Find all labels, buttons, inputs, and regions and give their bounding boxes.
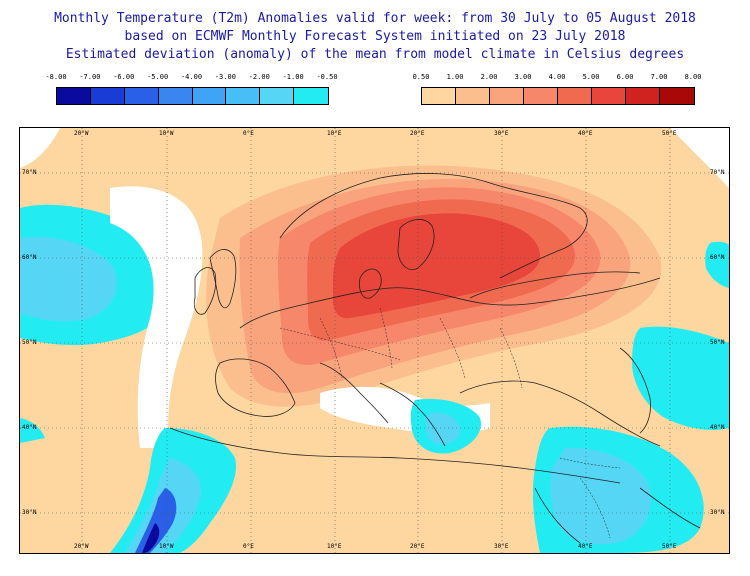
legend_negative-label: -2.00 xyxy=(248,73,270,81)
lon-label-bottom: 30°E xyxy=(494,543,509,550)
lat-label-right: 40°N xyxy=(710,424,725,431)
legend_negative-swatch xyxy=(294,88,328,104)
lat-label-right: 60°N xyxy=(710,254,725,261)
title-line-1: Monthly Temperature (T2m) Anomalies vali… xyxy=(54,11,696,26)
near-zero-nw xyxy=(20,128,60,168)
legend_positive-swatch xyxy=(558,88,592,104)
lon-label-bottom: 40°E xyxy=(578,543,593,550)
map-canvas xyxy=(20,128,729,553)
lat-label-left: 40°N xyxy=(22,424,37,431)
legend_positive-swatch xyxy=(422,88,456,104)
lon-label-top: 20°W xyxy=(74,130,89,137)
legend_negative-label: -0.50 xyxy=(316,73,338,81)
anomaly-map: 20°W 10°W 0°E 10°E 20°E 30°E 40°E 50°E 20°W 10°W… xyxy=(19,127,730,554)
legend_negative-label: -7.00 xyxy=(79,73,101,81)
legend_negative-label: -4.00 xyxy=(180,73,203,81)
legend_negative-swatch xyxy=(192,88,227,104)
lat-label-left: 70°N xyxy=(22,169,37,176)
borders xyxy=(279,307,621,539)
title-line-2: based on ECMWF Monthly Forecast System i… xyxy=(124,29,626,44)
legend_positive-label: 4.00 xyxy=(548,73,566,81)
anomaly-canaries-core xyxy=(135,488,177,553)
legend_positive-label: 2.00 xyxy=(480,73,498,81)
near-zero-ne xyxy=(670,128,729,188)
lon-label-bottom: 0°E xyxy=(243,543,254,550)
lon-label-top: 50°E xyxy=(662,130,677,137)
legend_positive-swatch xyxy=(660,88,694,104)
lon-label-top: 0°E xyxy=(243,130,254,137)
legend_positive-label: 8.00 xyxy=(684,73,702,81)
anomaly-ne-edge xyxy=(705,241,729,288)
lon-label-bottom: 10°W xyxy=(159,543,174,550)
lon-label-bottom: 50°E xyxy=(662,543,677,550)
anomaly-caspian xyxy=(632,326,729,430)
lon-label-top: 20°E xyxy=(410,130,425,137)
anomaly-middle-east-core xyxy=(550,447,652,545)
legend_negative-swatch xyxy=(260,88,295,104)
lon-label-bottom: 20°E xyxy=(410,543,425,550)
title-line-3: Estimated deviation (anomaly) of the mea… xyxy=(65,47,685,62)
anomaly-5-6 xyxy=(332,213,540,319)
lon-label-bottom: 20°W xyxy=(74,543,89,550)
legend_positive-label: 0.50 xyxy=(412,73,430,81)
graticule xyxy=(20,128,729,553)
lon-label-top: 10°E xyxy=(327,130,342,137)
legend_negative-label: -1.00 xyxy=(282,73,304,81)
near-zero-atlantic xyxy=(110,186,203,448)
legend_negative-label: -6.00 xyxy=(113,73,135,81)
legend-negative-scale xyxy=(56,87,329,105)
legend_negative-swatch xyxy=(90,88,125,104)
legend_positive-label: 3.00 xyxy=(514,73,532,81)
anomaly-balkans-core xyxy=(425,412,460,445)
lat-label-left: 30°N xyxy=(22,509,37,516)
lon-label-top: 40°E xyxy=(578,130,593,137)
coastlines xyxy=(169,173,701,544)
legend_positive-swatch xyxy=(456,88,490,104)
legend_negative-label: -8.00 xyxy=(45,73,67,81)
legend_positive-label: 1.00 xyxy=(446,73,464,81)
lat-label-right: 70°N xyxy=(710,169,725,176)
lon-label-top: 10°W xyxy=(159,130,174,137)
legend_positive-swatch xyxy=(524,88,558,104)
legend_positive-swatch xyxy=(490,88,524,104)
legend_negative-swatch xyxy=(57,88,91,104)
lon-label-bottom: 10°E xyxy=(327,543,342,550)
legend_negative-label: -5.00 xyxy=(147,73,169,81)
legend_positive-label: 6.00 xyxy=(616,73,634,81)
lat-label-right: 50°N xyxy=(710,339,725,346)
legend_negative-swatch xyxy=(158,88,193,104)
legend_positive-label: 7.00 xyxy=(650,73,668,81)
lat-label-right: 30°N xyxy=(710,509,725,516)
legend_negative-swatch xyxy=(226,88,261,104)
legend-positive-scale xyxy=(421,87,695,105)
legend_positive-label: 5.00 xyxy=(582,73,600,81)
legend_negative-swatch xyxy=(124,88,159,104)
lat-label-left: 60°N xyxy=(22,254,37,261)
anomaly-sw-edge xyxy=(20,418,45,443)
legend_positive-swatch xyxy=(592,88,626,104)
legend_negative-label: -3.00 xyxy=(214,73,236,81)
legend_positive-swatch xyxy=(626,88,660,104)
lon-label-top: 30°E xyxy=(494,130,509,137)
anomaly-canaries-peak xyxy=(142,523,160,553)
lat-label-left: 50°N xyxy=(22,339,37,346)
